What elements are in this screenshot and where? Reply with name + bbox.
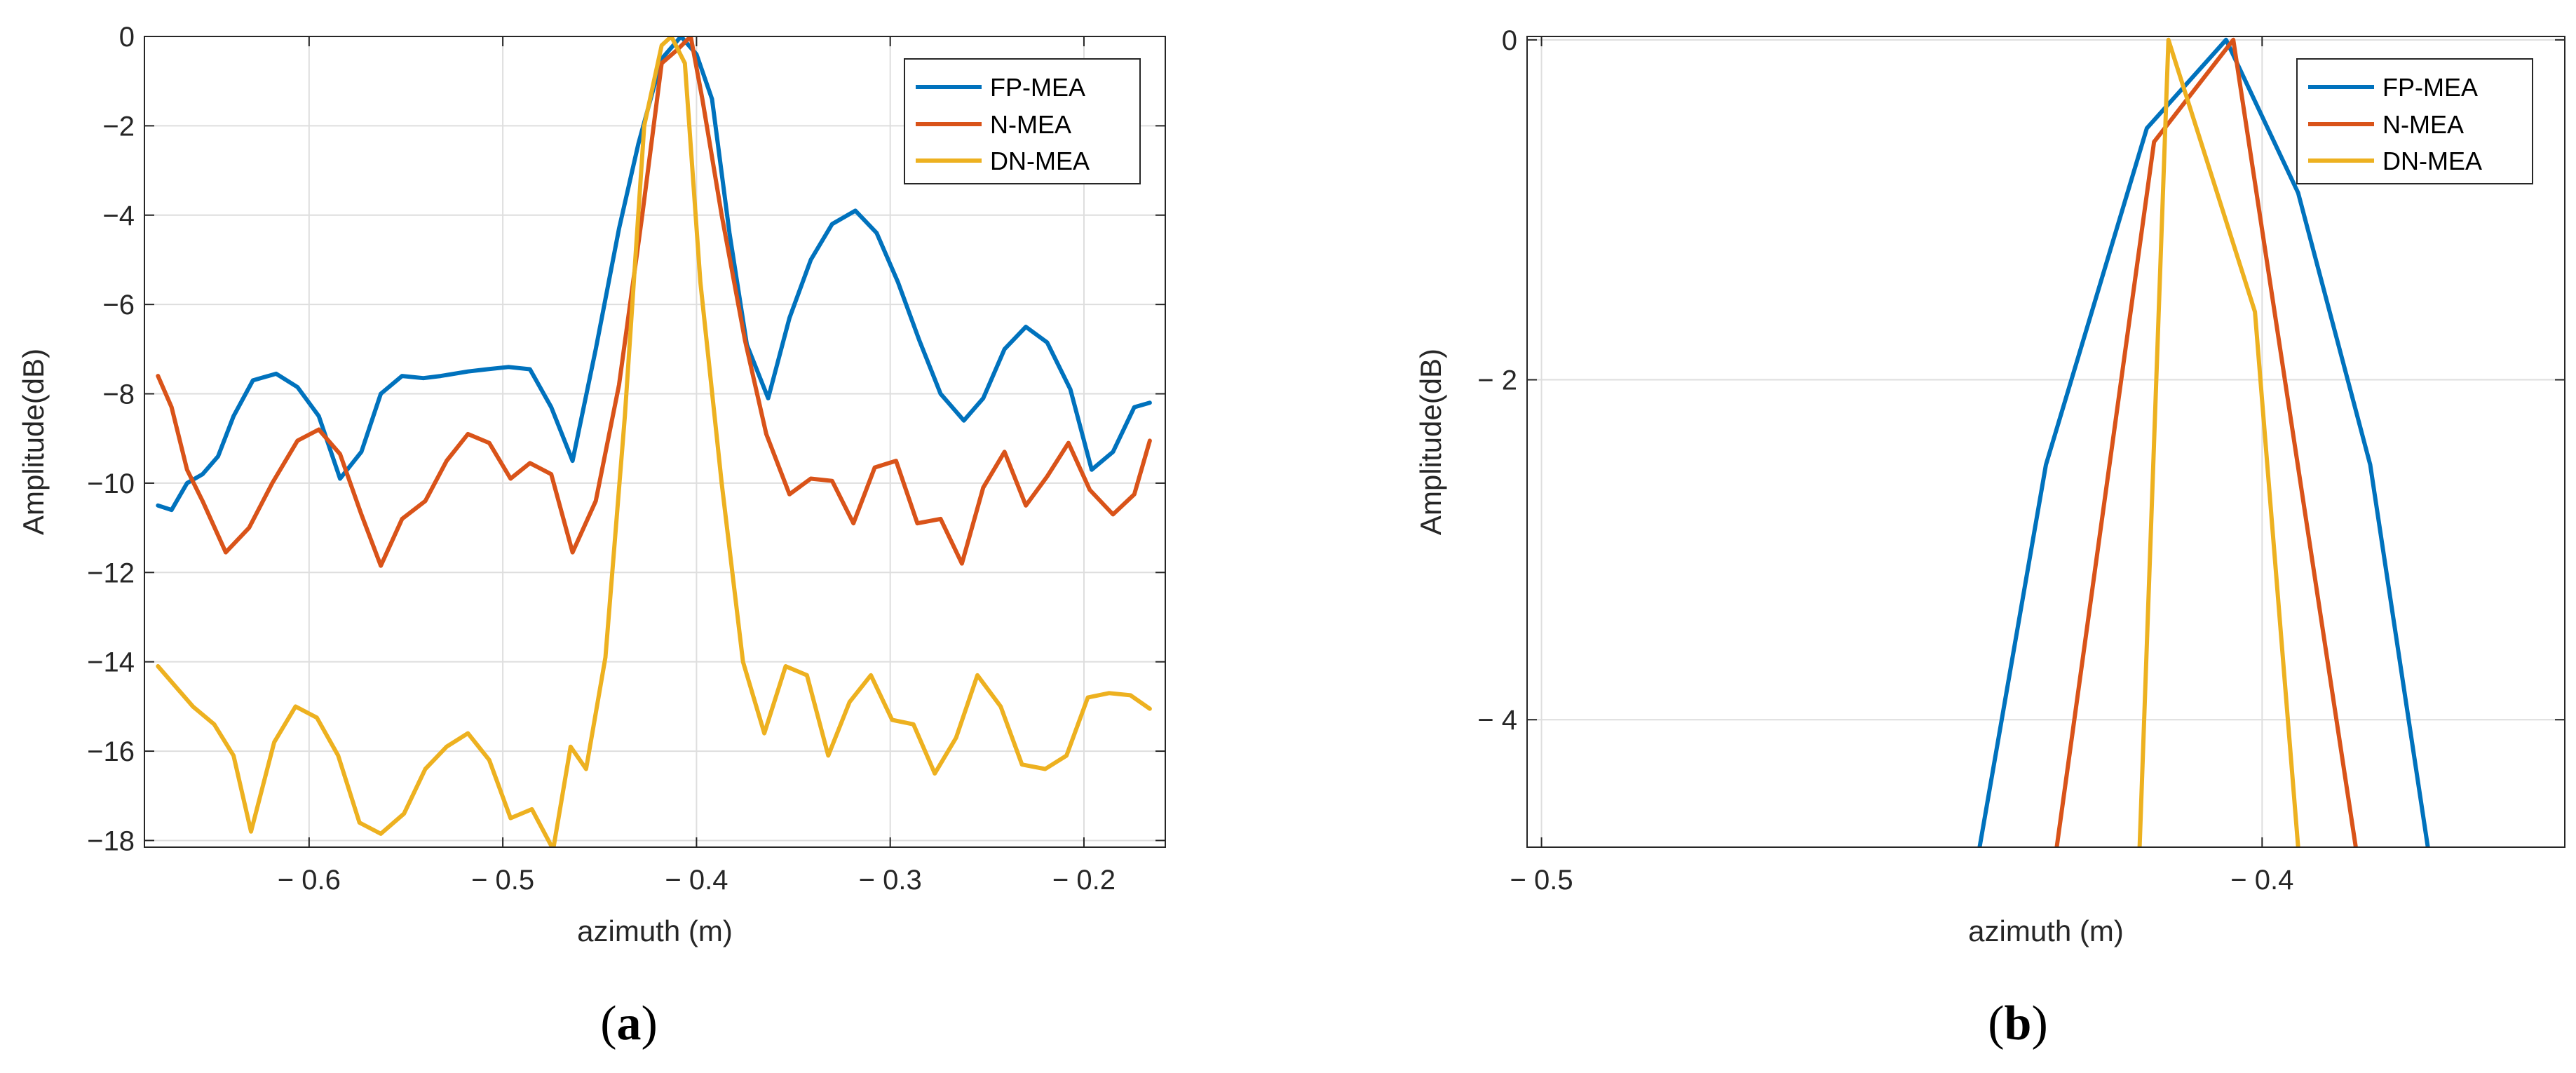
series-line-dn-mea xyxy=(2137,37,2300,847)
y-tick-label: −4 xyxy=(102,201,135,231)
series-line-n-mea xyxy=(156,36,1152,568)
axes-box-b xyxy=(1526,36,2565,848)
y-tick-label: 0 xyxy=(119,22,135,53)
x-tick-label: − 0.6 xyxy=(278,865,341,896)
caption-a: (a) xyxy=(600,997,658,1051)
x-tick-label: − 0.5 xyxy=(471,865,534,896)
legend-label-fp-mea-b: FP-MEA xyxy=(2382,73,2478,102)
legend-label-n-mea-a: N-MEA xyxy=(990,110,1071,139)
y-tick-label: −14 xyxy=(87,647,135,678)
y-tick-label: −8 xyxy=(102,379,135,410)
x-tick-label: − 0.4 xyxy=(2230,865,2293,896)
y-axis-label-b: Amplitude(dB) xyxy=(1414,349,1447,535)
series-group-b xyxy=(1977,37,2430,847)
legend-box-b xyxy=(2296,58,2533,184)
legend-a: FP-MEA N-MEA DN-MEA xyxy=(904,58,1141,184)
x-axis-label-a: azimuth (m) xyxy=(577,915,733,947)
legend-label-dn-mea-a: DN-MEA xyxy=(990,147,1090,175)
legend-b: FP-MEA N-MEA DN-MEA xyxy=(2296,58,2533,184)
series-line-n-mea xyxy=(2054,37,2358,847)
y-tick-label: − 4 xyxy=(1477,705,1517,736)
ticks-b: − 0.5 − 0.4 0 − 2 − 4 xyxy=(1477,25,2565,896)
y-tick-label: −12 xyxy=(87,558,135,588)
y-tick-label: −2 xyxy=(102,111,135,142)
chart-panel-a: − 0.6 − 0.5 − 0.4 − 0.3 − 0.2 0 −2 −4 −6 −8 −10 −12… xyxy=(17,22,1166,1051)
legend-label-dn-mea-b: DN-MEA xyxy=(2382,147,2482,175)
y-tick-label: −10 xyxy=(87,468,135,499)
y-tick-label: −18 xyxy=(87,825,135,856)
caption-b: (b) xyxy=(1988,997,2048,1051)
series-group-a xyxy=(156,36,1152,847)
x-tick-label: − 0.4 xyxy=(665,865,728,896)
y-tick-label: − 2 xyxy=(1477,365,1517,396)
series-line-dn-mea xyxy=(156,36,1152,847)
caption-letter-b: b xyxy=(2005,997,2032,1051)
axes-box-a xyxy=(144,36,1166,848)
caption-letter-a: a xyxy=(617,997,642,1051)
grid-b xyxy=(1527,36,2565,847)
x-tick-label: − 0.3 xyxy=(859,865,922,896)
ticks-a: − 0.6 − 0.5 − 0.4 − 0.3 − 0.2 0 −2 −4 −6 −8 −10 −12… xyxy=(87,22,1165,896)
legend-label-fp-mea-a: FP-MEA xyxy=(990,73,1085,102)
y-tick-label: −6 xyxy=(102,290,135,320)
legend-box-a xyxy=(904,58,1141,184)
y-tick-label: −16 xyxy=(87,736,135,767)
legend-label-n-mea-b: N-MEA xyxy=(2382,110,2464,139)
x-tick-label: − 0.5 xyxy=(1510,865,1573,896)
chart-panel-b: − 0.5 − 0.4 0 − 2 − 4 azimuth (m) Amplitude(… xyxy=(1414,25,2565,1051)
series-line-fp-mea xyxy=(1977,37,2430,847)
y-tick-label: 0 xyxy=(1502,25,1517,56)
x-tick-label: − 0.2 xyxy=(1052,865,1116,896)
x-axis-label-b: azimuth (m) xyxy=(1968,915,2124,947)
y-axis-label-a: Amplitude(dB) xyxy=(17,349,50,535)
